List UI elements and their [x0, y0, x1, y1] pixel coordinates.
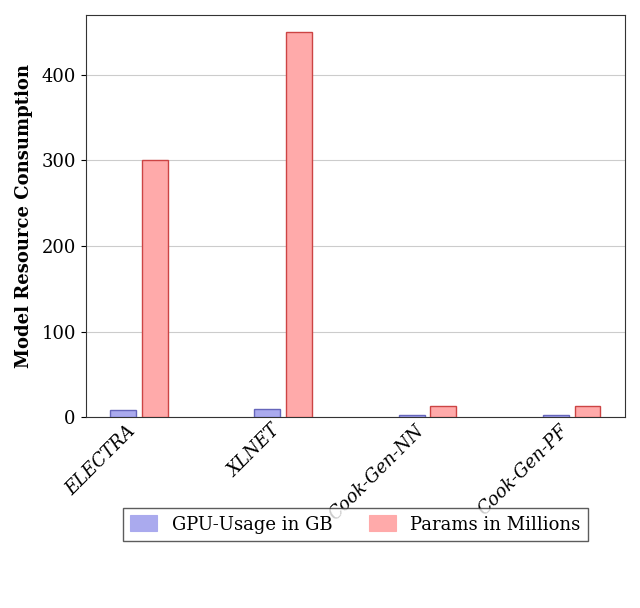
Legend: GPU-Usage in GB, Params in Millions: GPU-Usage in GB, Params in Millions	[123, 508, 588, 541]
Y-axis label: Model Resource Consumption: Model Resource Consumption	[15, 64, 33, 368]
Bar	[110, 410, 136, 417]
Bar	[543, 415, 569, 417]
Bar	[575, 406, 600, 417]
Bar	[142, 161, 168, 417]
Bar	[399, 415, 424, 417]
Bar	[430, 406, 456, 417]
Bar	[254, 409, 280, 417]
Bar	[286, 32, 312, 417]
